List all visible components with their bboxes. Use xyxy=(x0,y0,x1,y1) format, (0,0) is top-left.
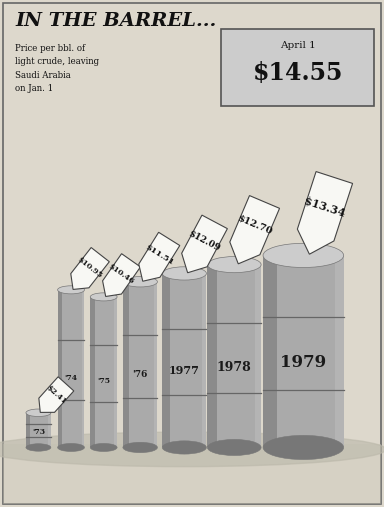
Bar xyxy=(3,445,381,504)
Text: $14.55: $14.55 xyxy=(252,61,343,85)
Text: Price per bbl. of
light crude, leaving
Saudi Arabia
on Jan. 1: Price per bbl. of light crude, leaving S… xyxy=(15,44,99,93)
Text: 1977: 1977 xyxy=(169,366,200,376)
Ellipse shape xyxy=(207,440,261,455)
Ellipse shape xyxy=(207,257,261,273)
Bar xyxy=(263,256,277,448)
Text: '74: '74 xyxy=(65,374,78,382)
Polygon shape xyxy=(139,232,180,281)
Text: $12.09: $12.09 xyxy=(187,229,222,254)
Bar xyxy=(202,273,207,448)
Ellipse shape xyxy=(162,441,207,454)
Text: $13.34: $13.34 xyxy=(303,195,347,219)
Polygon shape xyxy=(71,247,109,289)
Ellipse shape xyxy=(123,277,157,287)
Bar xyxy=(82,290,84,448)
Ellipse shape xyxy=(0,432,384,466)
Bar xyxy=(123,282,129,448)
Bar xyxy=(90,297,117,448)
Text: '75: '75 xyxy=(97,377,110,385)
Ellipse shape xyxy=(90,293,117,301)
Ellipse shape xyxy=(162,267,207,280)
Bar xyxy=(263,256,344,448)
Ellipse shape xyxy=(90,444,117,452)
Bar xyxy=(207,265,217,448)
Polygon shape xyxy=(230,196,280,264)
Text: $12.70: $12.70 xyxy=(236,214,273,237)
Bar xyxy=(154,282,157,448)
Bar xyxy=(48,413,51,448)
FancyBboxPatch shape xyxy=(3,3,381,504)
Text: $10.95: $10.95 xyxy=(76,256,104,280)
Ellipse shape xyxy=(26,409,51,417)
Bar xyxy=(114,297,117,448)
FancyBboxPatch shape xyxy=(221,29,374,105)
Polygon shape xyxy=(182,215,227,273)
Text: '73: '73 xyxy=(32,428,45,436)
Text: $11.51: $11.51 xyxy=(143,243,175,267)
Bar xyxy=(255,265,261,448)
Text: IN THE BARREL...: IN THE BARREL... xyxy=(15,12,217,29)
Bar xyxy=(90,297,95,448)
Ellipse shape xyxy=(58,444,84,452)
Polygon shape xyxy=(297,171,353,254)
Polygon shape xyxy=(39,377,74,412)
Ellipse shape xyxy=(263,436,344,459)
Bar xyxy=(58,290,62,448)
Text: '76: '76 xyxy=(132,370,148,379)
Ellipse shape xyxy=(58,286,84,294)
Ellipse shape xyxy=(263,243,344,268)
Text: $2.41: $2.41 xyxy=(45,384,68,406)
Bar xyxy=(207,265,261,448)
Text: 1979: 1979 xyxy=(280,354,326,372)
Bar xyxy=(162,273,170,448)
Bar xyxy=(162,273,207,448)
Ellipse shape xyxy=(26,444,51,451)
Bar xyxy=(58,290,84,448)
Text: April 1: April 1 xyxy=(280,42,316,51)
Text: $10.46: $10.46 xyxy=(107,262,136,286)
Polygon shape xyxy=(103,254,141,297)
Bar xyxy=(26,413,51,448)
Bar xyxy=(26,413,30,448)
Bar xyxy=(335,256,344,448)
Text: 1978: 1978 xyxy=(217,360,252,374)
Bar xyxy=(123,282,157,448)
Ellipse shape xyxy=(123,442,157,453)
